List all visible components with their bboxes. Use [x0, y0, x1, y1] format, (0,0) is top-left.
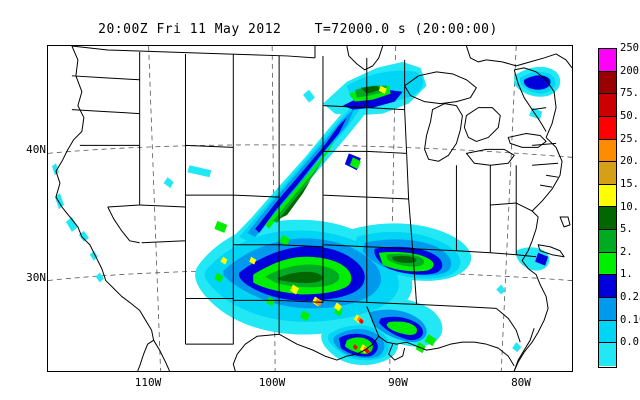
colorbar-band-250p[interactable] — [599, 49, 616, 72]
y-tick-40n: 40N — [26, 143, 46, 156]
colorbar-label-2p: 2. — [620, 245, 633, 258]
colorbar-label-20p: 20. — [620, 155, 639, 168]
colorbar-label-75p: 75. — [620, 87, 639, 100]
colorbar-band-200p[interactable] — [599, 71, 616, 95]
figure-title: 20:00Z Fri 11 May 2012 T=72000.0 s (20:0… — [98, 22, 498, 37]
colorbar-band-0p10[interactable] — [599, 320, 616, 344]
colorbar-band-0p25[interactable] — [599, 298, 616, 321]
colorbar-band-25p[interactable] — [599, 139, 616, 163]
colorbar[interactable] — [598, 48, 617, 368]
colorbar-band-2p[interactable] — [599, 252, 616, 276]
colorbar-band-50p[interactable] — [599, 116, 616, 140]
colorbar-band-15p[interactable] — [599, 184, 616, 208]
y-tick-30n: 30N — [26, 271, 46, 284]
x-tick-100w: 100W — [258, 376, 286, 389]
colorbar-band-1p[interactable] — [599, 275, 616, 299]
coastline-and-borders — [55, 46, 572, 371]
colorbar-label-10p: 10. — [620, 200, 639, 213]
colorbar-label-0p01: 0.01 — [620, 336, 640, 349]
colorbar-label-25p: 25. — [620, 132, 639, 145]
colorbar-label-15p: 15. — [620, 177, 639, 190]
colorbar-label-0p25: 0.25 — [620, 291, 640, 304]
map-plot-area[interactable] — [47, 45, 573, 372]
colorbar-band-10p[interactable] — [599, 207, 616, 231]
colorbar-label-0p10: 0.10 — [620, 313, 640, 326]
colorbar-label-250p: 250. — [620, 42, 640, 54]
colorbar-band-0p01[interactable] — [599, 343, 616, 366]
colorbar-labels: 250. 200. 75. 50. 25. 20. 15. 10. 5. 2. 1. 0.25 0.10… — [620, 40, 640, 376]
x-tick-90w: 90W — [388, 376, 408, 389]
colorbar-label-50p: 50. — [620, 109, 639, 122]
precipitation-layer — [51, 61, 561, 365]
x-tick-80w: 80W — [511, 376, 531, 389]
colorbar-band-75p[interactable] — [599, 94, 616, 117]
x-tick-110w: 110W — [134, 376, 162, 389]
map-canvas — [48, 46, 572, 371]
colorbar-label-1p: 1. — [620, 268, 633, 281]
colorbar-band-20p[interactable] — [599, 162, 616, 185]
colorbar-band-5p[interactable] — [599, 230, 616, 253]
colorbar-label-5p: 5. — [620, 223, 633, 236]
colorbar-label-200p: 200. — [620, 64, 640, 77]
